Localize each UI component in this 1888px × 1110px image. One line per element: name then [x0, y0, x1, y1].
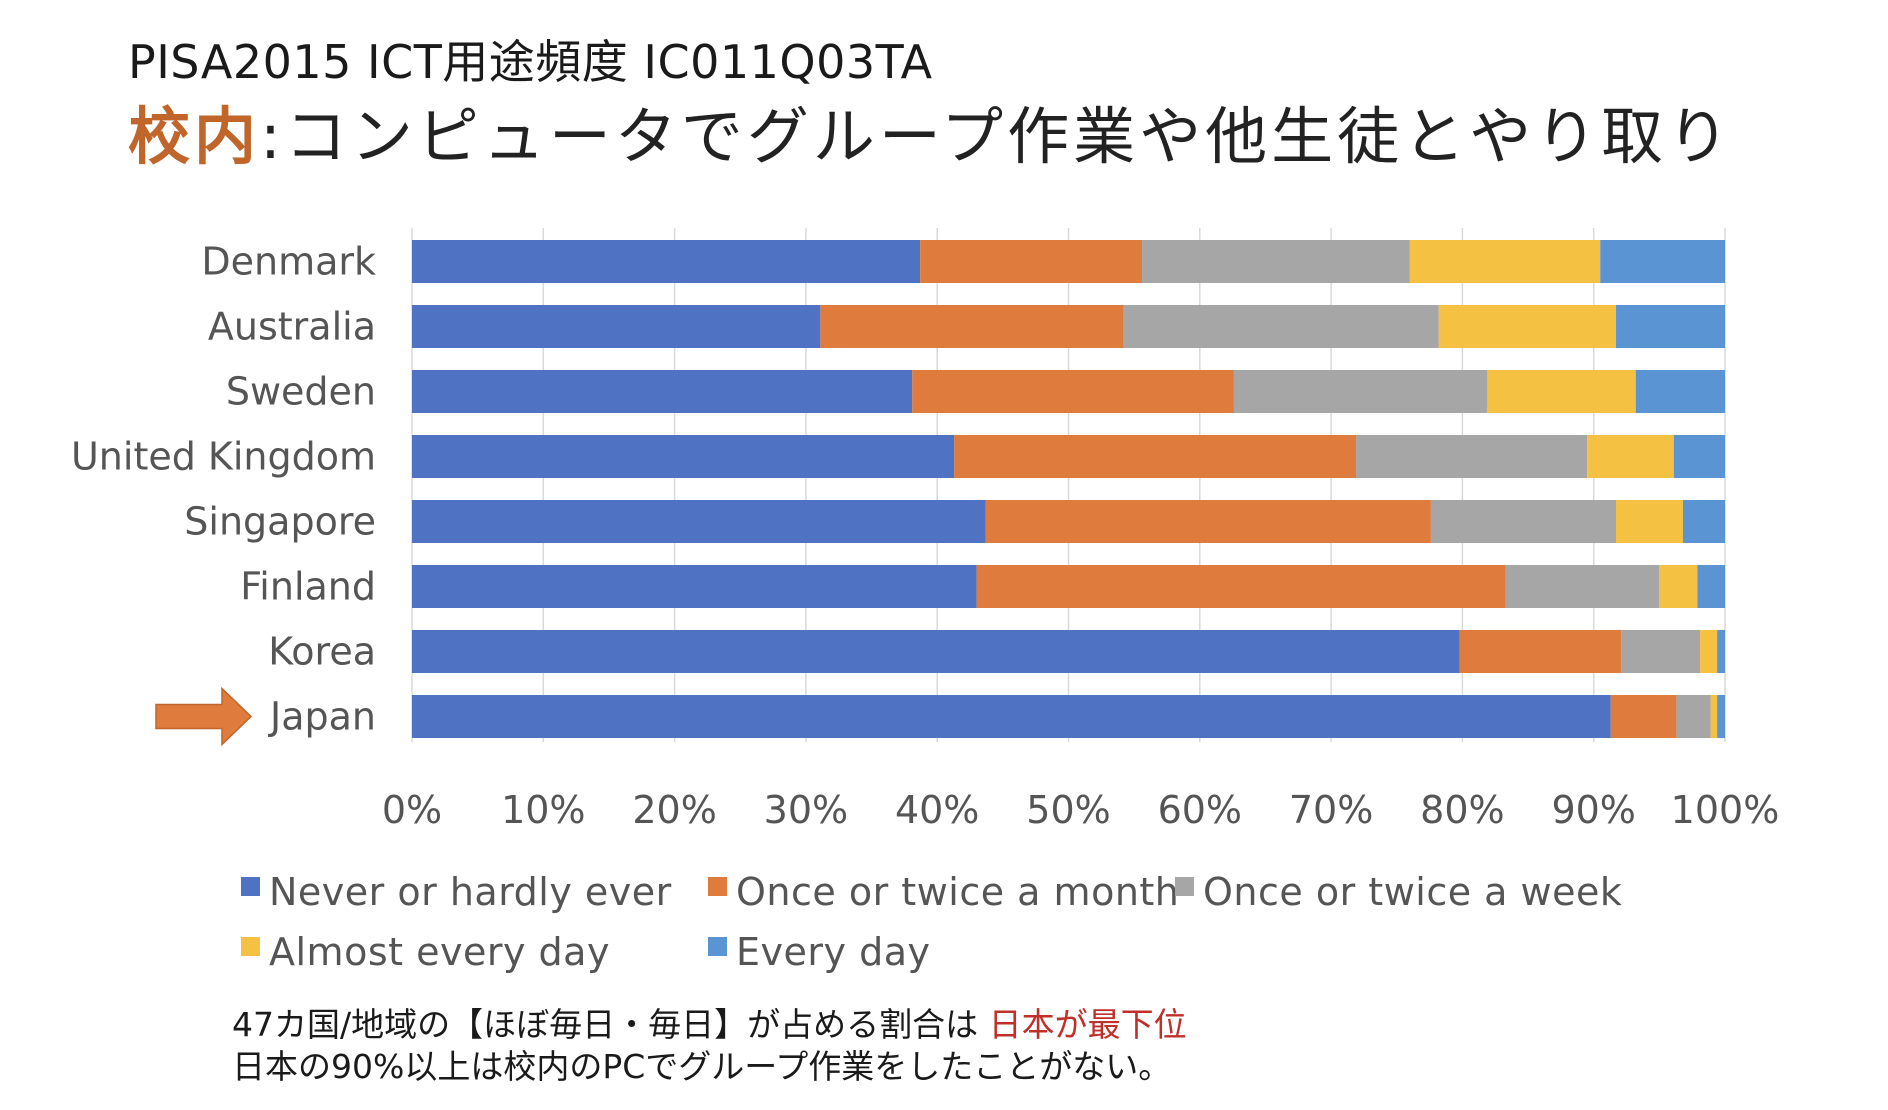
bar-segment — [1123, 305, 1439, 348]
bar-segment — [412, 240, 921, 283]
chart-category-labels: Denmark Australia Sweden United Kingdom Sing… — [71, 240, 376, 739]
bar-segment — [1616, 305, 1725, 348]
highlight-arrow — [155, 686, 253, 747]
bar-segment — [1459, 630, 1622, 673]
bar-segment — [1616, 500, 1683, 543]
bar-segment — [1676, 695, 1711, 738]
bar-segment — [1505, 565, 1660, 608]
chart-x-ticks: 0% 10% 20% 30% 40% 50% 60% 70% 80% 90% 100% — [382, 788, 1779, 830]
x-tick-label: 60% — [1158, 788, 1242, 830]
bar-segment — [1487, 370, 1636, 413]
x-tick-label: 90% — [1551, 788, 1635, 830]
bar-segment — [920, 240, 1143, 283]
note-line-1: 47カ国/地域の【ほぼ毎日・毎日】が占める割合は 日本が最下位 — [232, 998, 1187, 1046]
category-label: Singapore — [184, 500, 376, 544]
legend-swatch — [241, 936, 260, 956]
bar-segment — [1635, 370, 1725, 413]
category-label: Denmark — [201, 240, 376, 284]
bar-segment — [412, 565, 977, 608]
category-label: United Kingdom — [71, 435, 376, 479]
bar-segment — [1673, 435, 1725, 478]
legend-item: Once or twice a week — [1175, 870, 1622, 914]
x-tick-label: 0% — [382, 788, 442, 830]
legend-label: Once or twice a month — [736, 870, 1180, 914]
x-tick-label: 30% — [764, 788, 848, 830]
legend-label: Every day — [736, 930, 931, 974]
legend-swatch — [241, 876, 260, 896]
bar-segment — [412, 435, 955, 478]
bar-segment — [820, 305, 1124, 348]
x-tick-label: 50% — [1026, 788, 1110, 830]
legend-item: Almost every day — [241, 930, 610, 974]
arrow-icon — [155, 686, 253, 747]
bar-segment — [1233, 370, 1488, 413]
x-tick-label: 10% — [501, 788, 585, 830]
bar-segment — [954, 435, 1357, 478]
legend-item: Never or hardly ever — [241, 870, 672, 914]
legend-swatch — [708, 936, 727, 956]
bar-segment — [1600, 240, 1725, 283]
x-tick-label: 70% — [1289, 788, 1373, 830]
subtitle-highlight: 校内 — [128, 100, 261, 173]
bar-segment — [1700, 630, 1718, 673]
bar-segment — [1717, 695, 1725, 738]
bar-segment — [1682, 500, 1725, 543]
legend-swatch — [1175, 876, 1194, 896]
legend-item: Every day — [708, 930, 930, 974]
x-tick-label: 40% — [895, 788, 979, 830]
bar-segment — [1438, 305, 1617, 348]
note-line-2: 日本の90%以上は校内のPCでグループ作業をしたことがない。 — [232, 1047, 1172, 1086]
bar-segment — [1621, 630, 1701, 673]
bar-segment — [912, 370, 1234, 413]
chart-bars — [412, 240, 1725, 738]
bar-segment — [1587, 435, 1674, 478]
note-prefix: 47カ国/地域の【ほぼ毎日・毎日】が占める割合は — [232, 1005, 989, 1044]
bar-segment — [1697, 565, 1725, 608]
slide-subtitle: 校内:コンピュータでグループ作業や他生徒とやり取り — [128, 86, 1733, 176]
bar-segment — [1710, 695, 1718, 738]
bar-segment — [985, 500, 1431, 543]
legend-label: Almost every day — [269, 930, 610, 974]
bar-segment — [1142, 240, 1410, 283]
x-tick-label: 100% — [1671, 788, 1780, 830]
bar-segment — [1409, 240, 1601, 283]
bar-segment — [976, 565, 1506, 608]
bar-segment — [412, 695, 1611, 738]
bar-segment — [412, 305, 821, 348]
x-tick-label: 20% — [632, 788, 716, 830]
subtitle-text: :コンピュータでグループ作業や他生徒とやり取り — [260, 100, 1734, 173]
legend-label: Never or hardly ever — [269, 870, 672, 914]
note-highlight: 日本が最下位 — [988, 1005, 1187, 1044]
legend-label: Once or twice a week — [1203, 870, 1623, 914]
bar-segment — [412, 630, 1460, 673]
bar-segment — [412, 500, 986, 543]
bar-segment — [1659, 565, 1698, 608]
category-label: Finland — [240, 565, 376, 609]
legend-swatch — [708, 876, 727, 896]
bar-segment — [1610, 695, 1677, 738]
stacked-bar-chart: Denmark Australia Sweden United Kingdom Sing… — [71, 228, 1779, 830]
bar-segment — [1717, 630, 1725, 673]
bar-segment — [1430, 500, 1617, 543]
slide-title: PISA2015 ICT用途頻度 IC011Q03TA — [128, 35, 933, 89]
category-label: Japan — [268, 695, 376, 739]
legend-item: Once or twice a month — [708, 870, 1179, 914]
category-label: Sweden — [226, 370, 376, 414]
bar-segment — [412, 370, 913, 413]
category-label: Australia — [208, 305, 376, 349]
category-label: Korea — [268, 630, 376, 674]
x-tick-label: 80% — [1420, 788, 1504, 830]
bar-segment — [1356, 435, 1588, 478]
